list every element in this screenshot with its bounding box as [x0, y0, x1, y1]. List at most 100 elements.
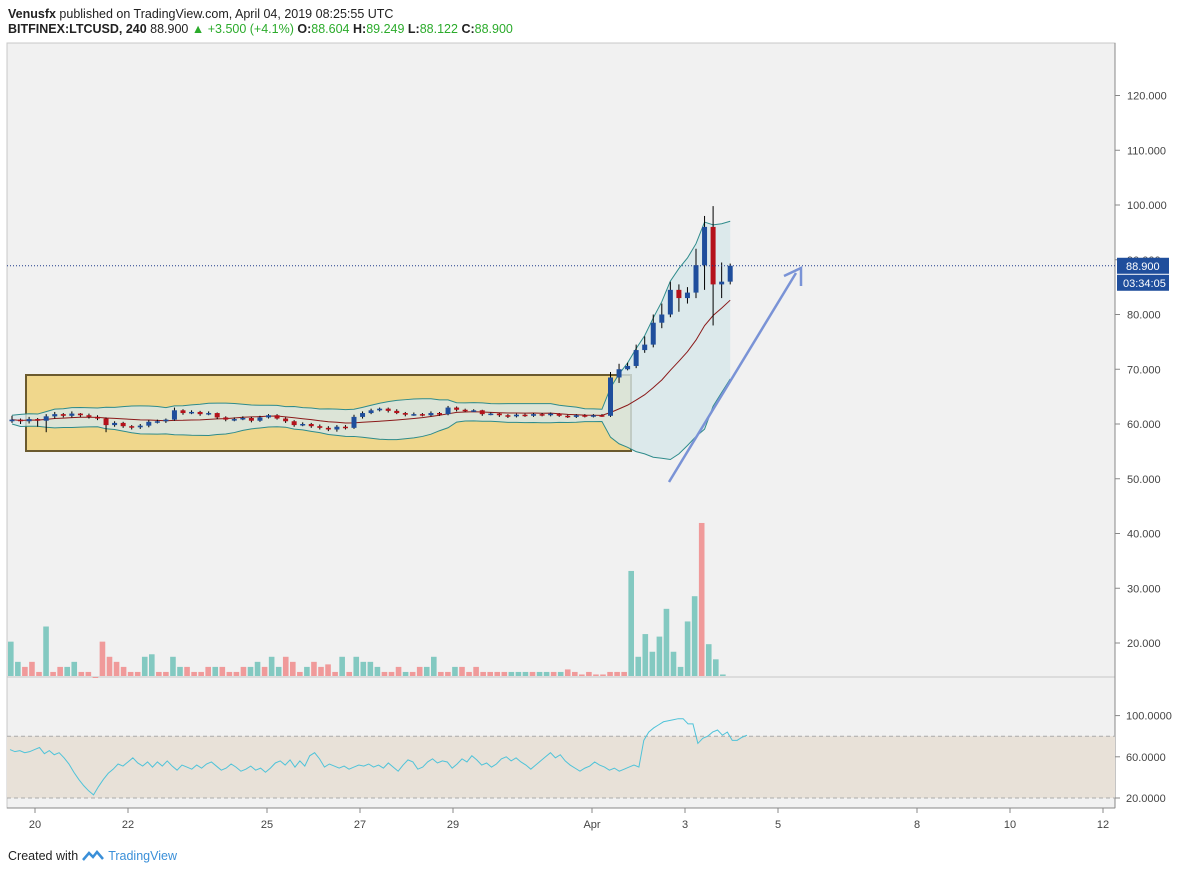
high-label: H:: [352, 22, 367, 36]
volume-bar: [642, 634, 649, 676]
volume-bar: [92, 677, 99, 678]
candle-body: [154, 421, 160, 423]
candle-body: [26, 419, 32, 422]
candles: [9, 206, 733, 433]
candle-body: [556, 413, 562, 416]
trend-arrow: [667, 266, 803, 483]
candle-body: [146, 421, 152, 426]
last-price-tag: [1117, 257, 1169, 274]
volume-bar: [607, 671, 613, 676]
time-tick-label: 3: [682, 819, 688, 831]
candle-body: [60, 414, 66, 416]
candle-body: [342, 426, 348, 429]
volume-bar: [268, 656, 275, 676]
created-with-text: Created with: [8, 849, 79, 863]
rsi-line: [9, 718, 748, 796]
countdown-tag-text: 03:34:05: [1123, 278, 1166, 290]
main-pane[interactable]: [6, 42, 1116, 678]
volume-bar: [423, 666, 430, 676]
close-label: C:: [461, 22, 475, 36]
candle-body: [274, 415, 280, 419]
countdown-tag: [1117, 274, 1169, 291]
rsi-tick-label: 100.0000: [1126, 711, 1172, 723]
volume-bar: [628, 570, 634, 676]
ticker-row: BITFINEX:LTCUSD, 240 88.900 ▲ +3.500 (+4…: [8, 22, 513, 36]
volume-bar: [409, 671, 416, 676]
price-tick-label: 50.000: [1127, 474, 1161, 486]
volume-bar: [536, 671, 543, 676]
volume-bar: [134, 671, 141, 676]
tradingview-brand[interactable]: TradingView: [108, 849, 177, 863]
candle-body: [462, 409, 468, 412]
author-name[interactable]: Venusfx: [8, 7, 56, 21]
candle-body: [18, 419, 24, 422]
volume-bar: [22, 666, 28, 676]
candle-body: [308, 424, 314, 427]
price-tick-label: 30.000: [1127, 583, 1161, 595]
candle-body: [599, 415, 605, 417]
candle-body: [325, 427, 331, 430]
volume-bar: [480, 671, 486, 676]
volume-bar: [191, 671, 197, 676]
price-tick-label: 110.000: [1127, 145, 1166, 157]
volume-bar: [15, 661, 21, 676]
volume-bar: [141, 656, 148, 676]
volume-bar: [635, 656, 642, 676]
volume-bar: [85, 671, 92, 676]
candle-body: [590, 415, 596, 417]
candle-body: [513, 414, 519, 417]
volume-bar: [684, 621, 691, 676]
time-tick-label: 5: [775, 819, 781, 831]
volume-bar: [438, 671, 444, 676]
volume-bar: [99, 641, 106, 676]
volume-bar: [29, 661, 35, 676]
volume-bar: [452, 666, 458, 676]
time-tick-label: 27: [354, 819, 366, 831]
volume-bar: [600, 674, 606, 676]
volume-bar: [522, 671, 529, 676]
candle-body: [137, 425, 143, 428]
last-price-tag-text: 88.900: [1126, 261, 1160, 273]
price-tick-label: 120.000: [1127, 91, 1167, 103]
volume-bar: [572, 671, 578, 676]
candle-body: [43, 416, 49, 421]
volume-bar: [494, 671, 501, 676]
rsi-tick-label: 60.0000: [1126, 752, 1166, 764]
volume-bar: [64, 666, 70, 676]
candle-body: [52, 414, 58, 417]
time-axis[interactable]: 20 22 25 27 29 Apr 3 5 8 10 12: [29, 808, 1109, 831]
candle-body: [35, 419, 41, 421]
volume-bar: [247, 666, 254, 676]
candle-body: [625, 365, 631, 370]
price-tick-label: 60.000: [1127, 419, 1161, 431]
volume-bar: [106, 656, 113, 676]
high-value: 89.249: [366, 22, 405, 36]
symbol-label: BITFINEX:LTCUSD, 240: [8, 22, 147, 36]
volume-bar: [311, 661, 317, 676]
candle-body: [231, 419, 237, 421]
rsi-band: [7, 736, 1115, 798]
volume-bar: [374, 666, 381, 676]
candle-body: [86, 415, 92, 417]
candle-body: [496, 413, 502, 416]
candle-body: [197, 411, 203, 415]
candle-body: [189, 411, 195, 414]
volume-bar: [50, 671, 56, 676]
lower-band-line: [11, 378, 731, 461]
volume-bar: [57, 666, 63, 676]
price-tick-label: 40.000: [1127, 529, 1161, 541]
close-value: 88.900: [474, 22, 513, 36]
candle-body: [522, 414, 528, 417]
last-price: 88.900: [150, 22, 189, 36]
candle-body: [283, 418, 289, 422]
volume-bar: [649, 651, 656, 676]
candle-body: [129, 426, 135, 428]
volume-bar: [579, 674, 585, 676]
candle-body: [573, 415, 579, 417]
candle-body: [727, 265, 733, 282]
candle-body: [454, 407, 460, 410]
volume-bar: [713, 659, 719, 676]
price-axis[interactable]: 120.000110.000100.00090.00080.00070.0006…: [7, 91, 1169, 651]
price-tick-label: 20.000: [1127, 638, 1161, 650]
